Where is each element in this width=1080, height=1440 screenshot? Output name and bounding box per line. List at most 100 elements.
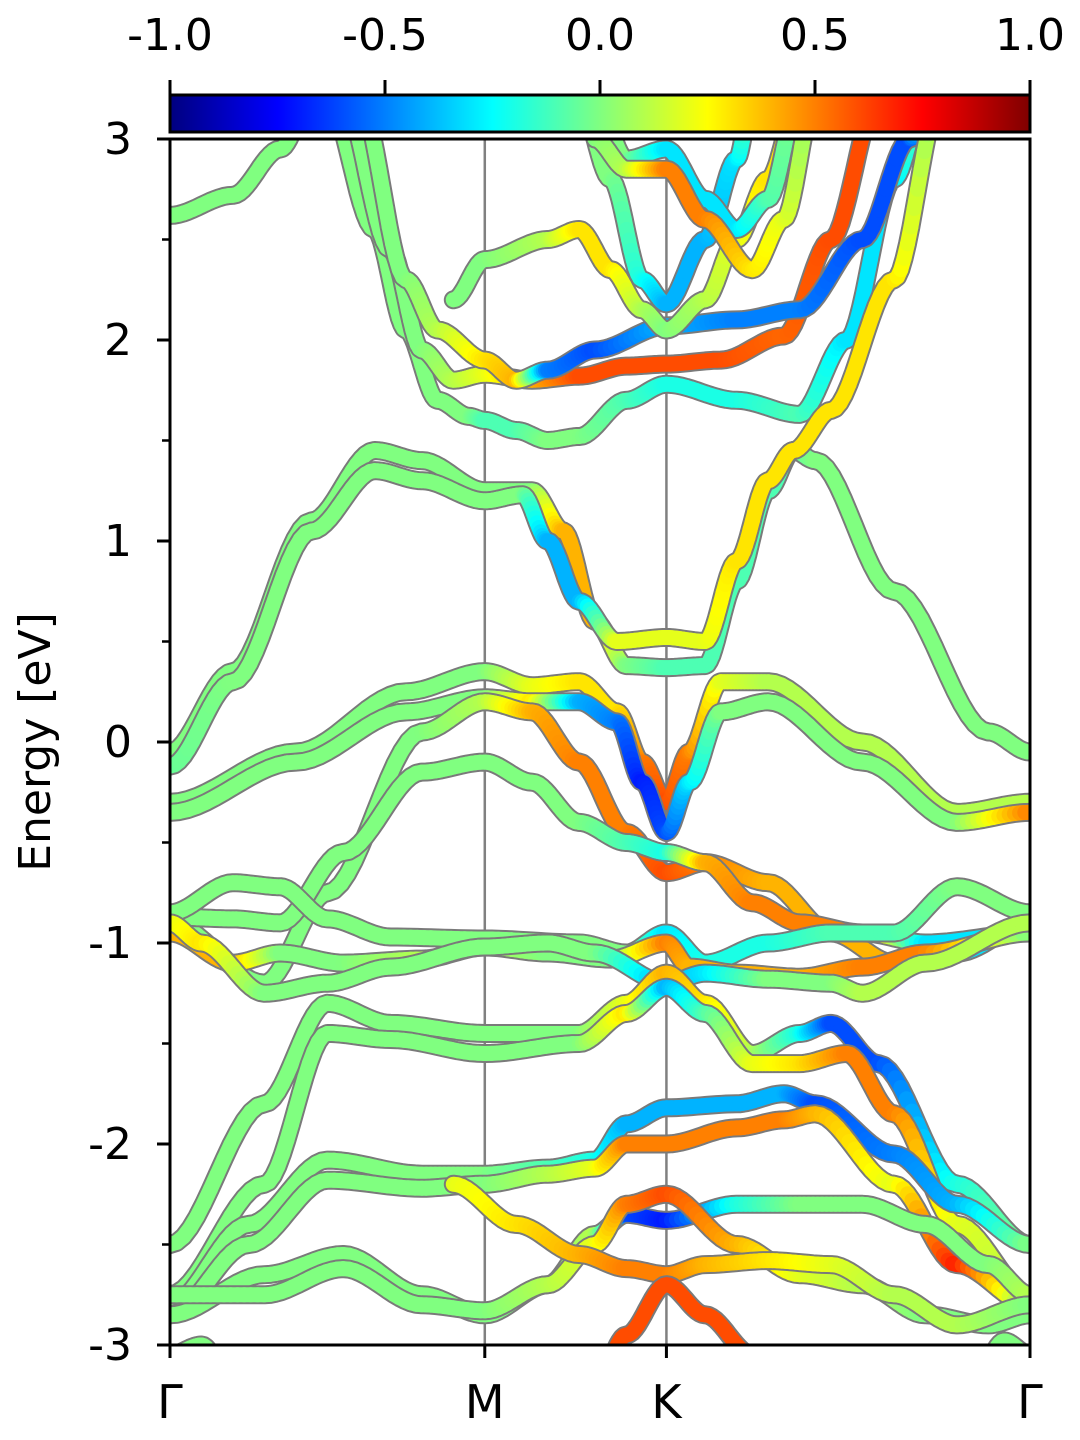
band-segment xyxy=(736,1342,748,1345)
band-segment xyxy=(609,1360,611,1365)
band-segment xyxy=(984,1368,986,1373)
band-segment xyxy=(597,1382,599,1384)
band-segment xyxy=(602,1375,604,1379)
band-segment xyxy=(1026,1354,1028,1355)
band-segment xyxy=(1012,1342,1026,1345)
band-segment xyxy=(180,1341,195,1345)
band-19 xyxy=(170,1084,1030,1315)
band-segment xyxy=(757,1357,759,1359)
band-segment xyxy=(220,1369,222,1373)
band-segment xyxy=(198,1339,214,1345)
colorbar-tick-label: -1.0 xyxy=(127,10,213,61)
band-segment xyxy=(759,1359,761,1361)
x-tick-label: M xyxy=(465,1375,505,1429)
band-segment xyxy=(755,1356,757,1357)
band-segment xyxy=(600,1379,602,1382)
x-tick-label: Γ xyxy=(1017,1375,1043,1429)
band-3 xyxy=(363,139,923,390)
band-24 xyxy=(595,1275,781,1386)
x-tick-label: K xyxy=(651,1375,683,1429)
band-segment xyxy=(231,1385,233,1386)
band-segment xyxy=(606,1365,608,1370)
band-segment xyxy=(183,1339,200,1345)
colorbar-gradient xyxy=(168,93,1032,134)
band-segment xyxy=(980,1376,982,1380)
band-segment xyxy=(975,1383,977,1385)
band-segment xyxy=(604,1371,606,1376)
band-segment xyxy=(609,1342,622,1345)
band-segment xyxy=(222,1374,224,1378)
colorbar-tick-label: 0.5 xyxy=(780,10,850,61)
band-segment xyxy=(973,1385,975,1386)
band-segment xyxy=(986,1363,988,1368)
band-segment xyxy=(224,1377,226,1380)
band-segment xyxy=(175,1354,177,1355)
band-segment xyxy=(775,1379,777,1381)
y-tick-label: 1 xyxy=(104,516,132,567)
x-tick-label: Γ xyxy=(157,1375,183,1429)
band-segment xyxy=(202,1342,214,1345)
colorbar: -1.0 -0.5 0.0 0.5 1.0 xyxy=(127,10,1065,134)
band-9 xyxy=(170,139,937,776)
band-0 xyxy=(170,139,300,225)
y-axis: -3 -2 -1 0 1 2 3 xyxy=(88,114,170,1371)
band-segment xyxy=(731,1339,748,1345)
band-segment xyxy=(982,1372,984,1376)
band-segment xyxy=(1016,1343,1026,1345)
band-11 xyxy=(170,688,1030,842)
y-tick-label: -2 xyxy=(88,1119,132,1170)
band-segment xyxy=(761,1361,763,1364)
band-segment xyxy=(746,1353,749,1355)
band-segment xyxy=(766,1367,768,1370)
y-tick-label: 0 xyxy=(104,717,132,768)
band-segment xyxy=(989,1342,1001,1345)
band-segment xyxy=(181,1340,198,1345)
band-7 xyxy=(585,139,813,280)
band-segment xyxy=(1007,1339,1024,1345)
band-1 xyxy=(335,139,920,450)
y-tick-label: -1 xyxy=(88,918,132,969)
band-segment xyxy=(777,1382,779,1384)
band-segment xyxy=(749,1355,752,1356)
band-segment xyxy=(779,1384,781,1385)
band-6 xyxy=(604,139,796,239)
band-segment xyxy=(215,1361,217,1365)
band-segment xyxy=(178,1343,188,1345)
plot-area: -3 -2 -1 0 1 2 3 Γ M K Γ xyxy=(88,114,1043,1429)
colorbar-tick-label: -0.5 xyxy=(342,10,428,61)
band-segment xyxy=(217,1365,219,1369)
y-tick-label: 3 xyxy=(104,114,132,165)
band-segment xyxy=(916,139,935,159)
y-axis-label: Energy [eV] xyxy=(10,612,61,872)
band-segment xyxy=(988,1358,990,1363)
band-segment xyxy=(752,1355,754,1356)
band-segment xyxy=(770,1373,772,1376)
band-segment xyxy=(179,1342,192,1345)
bands xyxy=(170,139,1030,1386)
band-segment xyxy=(773,1376,775,1379)
band-segment xyxy=(1021,1344,1025,1345)
y-tick-label: 2 xyxy=(104,315,132,366)
colorbar-tick-label: 1.0 xyxy=(995,10,1065,61)
band-segment xyxy=(595,1385,597,1386)
colorbar-tick-label: 0.0 xyxy=(565,10,635,61)
band-segment xyxy=(768,1370,770,1373)
band-segment xyxy=(1025,1353,1027,1354)
band-segment xyxy=(977,1380,979,1383)
band-16 xyxy=(170,913,1030,1003)
band-segment xyxy=(905,139,921,145)
band-segment xyxy=(989,1338,1005,1345)
band-segment xyxy=(213,1357,215,1361)
band-segment xyxy=(229,1383,231,1385)
colorbar-ticks: -1.0 -0.5 0.0 0.5 1.0 xyxy=(127,10,1065,95)
band-segment xyxy=(178,1344,184,1345)
band-23 xyxy=(443,1174,1030,1335)
y-tick-label: -3 xyxy=(88,1320,132,1371)
band-segment xyxy=(177,1353,179,1354)
band-segment xyxy=(764,1364,766,1367)
band-segment xyxy=(991,1354,993,1359)
band-segment xyxy=(226,1381,228,1384)
band-segment xyxy=(211,1353,213,1357)
